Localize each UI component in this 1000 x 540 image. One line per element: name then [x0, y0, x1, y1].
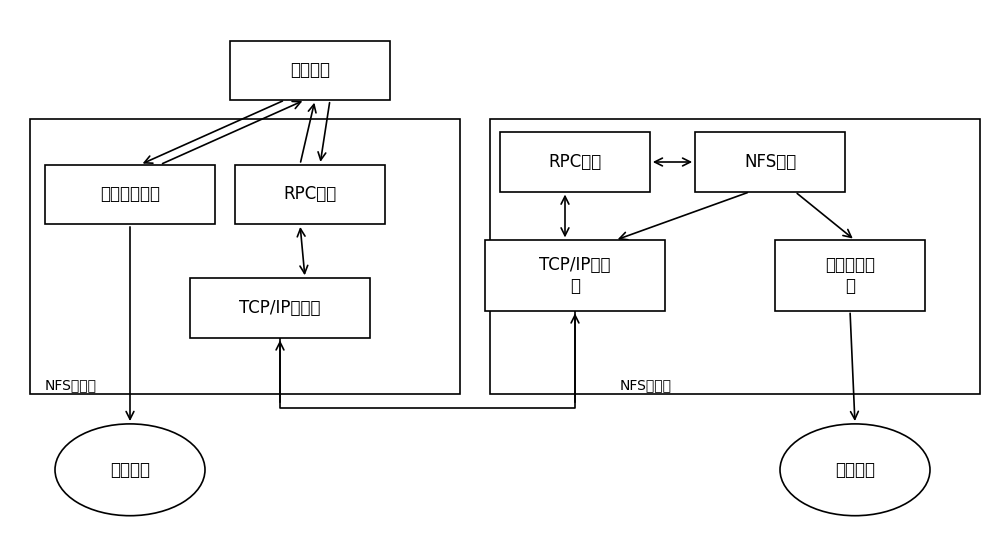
- Text: 本地文件访问: 本地文件访问: [100, 185, 160, 204]
- Bar: [45, 165, 215, 224]
- Text: TCP/IP协议
栈: TCP/IP协议 栈: [539, 256, 611, 295]
- Text: TCP/IP协议栈: TCP/IP协议栈: [239, 299, 321, 317]
- Bar: [190, 278, 370, 338]
- Text: 用户进程: 用户进程: [290, 61, 330, 79]
- Text: NFS服务: NFS服务: [744, 153, 796, 171]
- Bar: [695, 132, 845, 192]
- Bar: [500, 132, 650, 192]
- Bar: [490, 119, 980, 394]
- Bar: [485, 240, 665, 310]
- Bar: [775, 240, 925, 310]
- Text: 本地磁盘: 本地磁盘: [110, 461, 150, 479]
- Text: RPC服务: RPC服务: [283, 185, 337, 204]
- Ellipse shape: [55, 424, 205, 516]
- Text: 本地磁盘: 本地磁盘: [835, 461, 875, 479]
- Bar: [235, 165, 385, 224]
- Text: RPC服务: RPC服务: [548, 153, 602, 171]
- Bar: [230, 40, 390, 100]
- Bar: [30, 119, 460, 394]
- Text: 本地文件访
问: 本地文件访 问: [825, 256, 875, 295]
- Text: NFS客户端: NFS客户端: [45, 378, 97, 392]
- Text: NFS服务端: NFS服务端: [620, 378, 672, 392]
- Ellipse shape: [780, 424, 930, 516]
